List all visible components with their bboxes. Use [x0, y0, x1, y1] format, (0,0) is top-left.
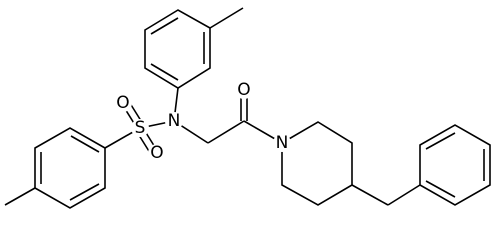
atom-label: N — [168, 111, 181, 131]
atom-label: O — [116, 93, 129, 113]
atom-label: O — [237, 80, 250, 100]
atom-label: O — [150, 143, 163, 163]
atom-label: S — [135, 118, 146, 138]
bonds — [4, 7, 491, 209]
atom-labels: O S O N O N — [114, 80, 291, 163]
molecule: O S O N O N — [4, 7, 491, 209]
atom-label: N — [276, 133, 289, 153]
